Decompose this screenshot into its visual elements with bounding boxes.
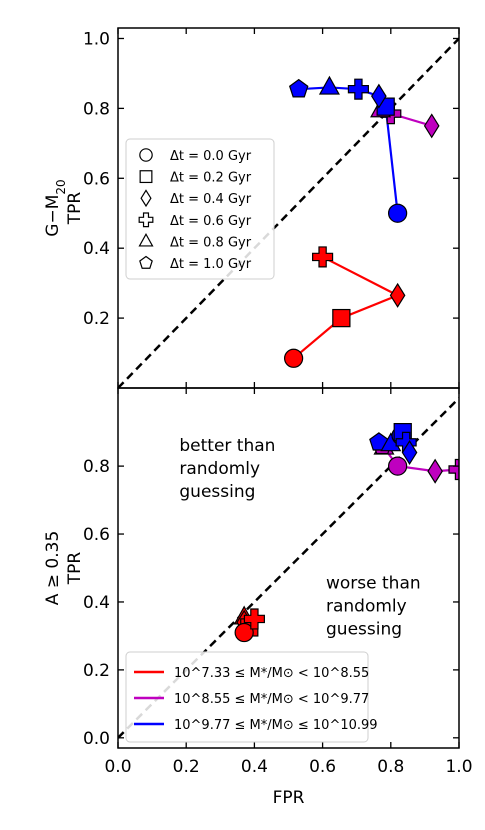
point-0-2-diamond bbox=[389, 282, 406, 308]
legend-pentagon-icon bbox=[139, 255, 153, 269]
point-1-0-plus bbox=[448, 458, 459, 481]
point-2-5-pentagon bbox=[288, 78, 309, 98]
marker-legend-box bbox=[125, 138, 275, 280]
point-0-1-square bbox=[332, 308, 351, 328]
legend-triangle-icon bbox=[138, 233, 154, 247]
ytick-label: 0.4 bbox=[83, 239, 110, 259]
y-axis-label-tpr: TPR bbox=[65, 192, 85, 226]
mass-legend: 10^7.33 ≤ M*/M⊙ < 10^8.55 10^8.55 ≤ M*/M⊙… bbox=[125, 651, 378, 743]
point-1-0-diamond bbox=[423, 113, 440, 139]
series-line-0 bbox=[292, 255, 401, 360]
point-0-4-plus bbox=[243, 608, 265, 630]
legend-label: 10^8.55 ≤ M*/M⊙ < 10^9.77 bbox=[174, 692, 369, 707]
xtick-label: 0.2 bbox=[173, 757, 200, 777]
ytick-label: 0.8 bbox=[83, 99, 110, 119]
legend-diamond-icon bbox=[140, 189, 152, 208]
legend-label: Δt = 0.0 Gyr bbox=[170, 149, 252, 164]
ytick-label: 0.6 bbox=[83, 169, 110, 189]
point-0-3-plus bbox=[312, 246, 334, 268]
y-axis-label: G−M20 bbox=[43, 179, 68, 236]
xtick-label: 0.4 bbox=[241, 757, 268, 777]
point-0-3-circle bbox=[234, 622, 254, 643]
legend-label: Δt = 0.8 Gyr bbox=[170, 235, 252, 250]
point-0-0-circle bbox=[283, 348, 304, 368]
xtick-label: 0.8 bbox=[377, 757, 404, 777]
mass-legend-box bbox=[125, 651, 369, 743]
xtick-label: 0.0 bbox=[104, 757, 131, 777]
marker-legend: Δt = 0.0 Gyr Δt = 0.2 Gyr Δt = 0.4 Gyr Δt =… bbox=[125, 138, 275, 280]
ytick-label: 0.2 bbox=[83, 661, 110, 681]
annotation-1: worse than randomly guessing bbox=[326, 573, 421, 639]
point-2-3-plus bbox=[347, 78, 369, 100]
legend-circle-icon bbox=[139, 148, 153, 162]
legend-label: Δt = 0.2 Gyr bbox=[170, 171, 252, 186]
xtick-label: 0.6 bbox=[309, 757, 336, 777]
point-2-0-circle bbox=[387, 203, 408, 223]
legend-square-icon bbox=[139, 170, 153, 184]
legend-label: Δt = 0.4 Gyr bbox=[170, 192, 252, 207]
bottom-panel: 0.0 0.2 0.4 0.6 0.8 0.0 0.2 0.4 0.6 0.8 1.0 FPR A ≥ … bbox=[43, 387, 473, 808]
y-axis-label-tpr: TPR bbox=[65, 552, 85, 586]
legend-label: 10^9.77 ≤ M*/M⊙ ≤ 10^10.99 bbox=[174, 718, 378, 733]
point-2-5-diamond bbox=[401, 439, 418, 466]
ytick-label: 0.0 bbox=[83, 729, 110, 749]
x-axis-label: FPR bbox=[273, 788, 305, 808]
legend-plus-icon bbox=[138, 212, 154, 228]
ytick-label: 1.0 bbox=[83, 29, 110, 49]
random-guess-line bbox=[118, 37, 459, 388]
point-2-2-diamond bbox=[371, 83, 387, 109]
ytick-label: 0.6 bbox=[83, 525, 110, 545]
ytick-label: 0.2 bbox=[83, 309, 110, 329]
legend-label: Δt = 0.6 Gyr bbox=[170, 214, 252, 229]
axes-frame bbox=[117, 387, 460, 749]
y-axis-label: A ≥ 0.35 bbox=[43, 531, 63, 606]
point-1-2-circle bbox=[387, 456, 408, 476]
legend-label: Δt = 1.0 Gyr bbox=[170, 257, 252, 272]
ytick-label: 0.4 bbox=[83, 593, 110, 613]
ytick-label: 0.8 bbox=[83, 457, 110, 477]
point-1-1-diamond bbox=[427, 458, 443, 484]
annotation-0: better than randomly guessing bbox=[179, 436, 275, 502]
plot-area bbox=[118, 37, 459, 388]
xtick-label: 1.0 bbox=[445, 757, 472, 777]
legend-label: 10^7.33 ≤ M*/M⊙ < 10^8.55 bbox=[174, 666, 369, 681]
point-2-4-triangle bbox=[318, 75, 340, 95]
